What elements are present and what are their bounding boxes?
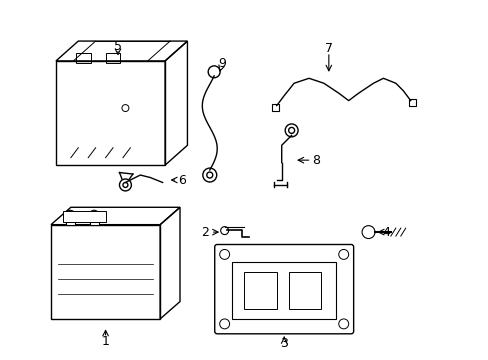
- Circle shape: [66, 210, 75, 219]
- Bar: [66, 215, 75, 225]
- Text: 2: 2: [201, 226, 208, 239]
- Text: 3: 3: [280, 337, 287, 350]
- Bar: [288, 272, 321, 309]
- Circle shape: [220, 227, 228, 235]
- Text: 1: 1: [102, 335, 109, 348]
- Bar: [76, 54, 90, 63]
- Text: 4: 4: [381, 226, 389, 239]
- Bar: [232, 262, 336, 319]
- Text: 8: 8: [312, 154, 320, 167]
- Text: 9: 9: [218, 57, 225, 70]
- Text: 5: 5: [114, 40, 122, 53]
- Circle shape: [89, 210, 99, 219]
- Bar: [271, 104, 278, 111]
- Bar: [408, 99, 415, 105]
- Bar: [63, 211, 105, 222]
- Text: 6: 6: [178, 174, 186, 186]
- Bar: [89, 215, 99, 225]
- Bar: [244, 272, 276, 309]
- Bar: [51, 225, 160, 319]
- Bar: [105, 54, 120, 63]
- Text: 7: 7: [324, 42, 332, 55]
